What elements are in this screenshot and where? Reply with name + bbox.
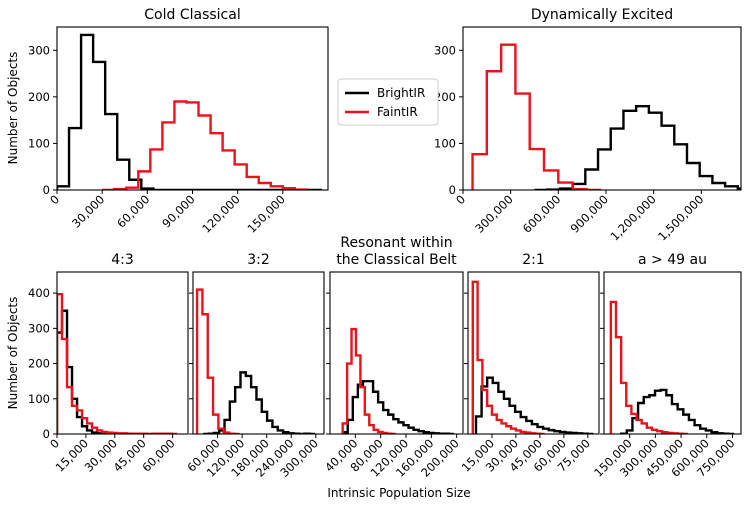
- x-axis-label: Intrinsic Population Size: [327, 486, 470, 500]
- x-tick-label: 60,000: [139, 436, 177, 474]
- series-brightir-classical: [341, 379, 455, 434]
- series-brightir-r21: [474, 376, 594, 434]
- y-tick-label: 200: [28, 90, 50, 104]
- axes-frame-r32: [192, 271, 325, 435]
- y-tick-label: 0: [43, 183, 50, 197]
- x-tick-label: 60,000: [114, 192, 152, 230]
- x-tick-label: 1,500,000: [655, 192, 706, 243]
- y-tick-label: 200: [434, 90, 456, 104]
- panel-title: Dynamically Excited: [531, 7, 673, 23]
- y-tick-label: 100: [434, 136, 456, 150]
- series-brightir-a49: [619, 388, 735, 434]
- axes-frame-r21: [467, 271, 600, 435]
- y-axis-label: Number of Objects: [6, 297, 20, 410]
- x-tick-label: 1,200,000: [607, 192, 658, 243]
- panel-title: Resonant within: [340, 235, 452, 251]
- panel-title: 4:3: [111, 252, 134, 268]
- series-faintir-r43: [57, 292, 178, 434]
- x-tick-label: 900,000: [568, 192, 612, 236]
- series-faintir-r21: [471, 280, 545, 434]
- axes-frame-r43: [56, 271, 189, 435]
- y-tick-label: 300: [434, 43, 456, 57]
- legend-label-faintir: FaintIR: [377, 105, 418, 119]
- panel-title: the Classical Belt: [336, 252, 457, 268]
- panel-title: 3:2: [247, 252, 270, 268]
- y-tick-label: 300: [28, 321, 50, 335]
- y-tick-label: 300: [28, 43, 50, 57]
- panel-title: 2:1: [522, 252, 545, 268]
- axes-frame-cold: [56, 26, 329, 191]
- panel-r43: 015,00030,00045,00060,00001002003004004:…: [28, 252, 189, 475]
- legend-label-brightir: BrightIR: [377, 86, 425, 100]
- legend-box: [337, 78, 439, 126]
- series-faintir-cold: [102, 100, 309, 190]
- panel-excited: 0 300,000 600,000 900,0001,200,0001,500,000…: [434, 7, 742, 244]
- series-faintir-r32: [195, 288, 240, 434]
- series-brightir-r32: [203, 371, 315, 434]
- legend: BrightIR FaintIR: [337, 78, 439, 126]
- y-tick-label: 400: [28, 286, 50, 300]
- axes-frame-excited: [462, 26, 742, 191]
- series-faintir-excited: [471, 43, 602, 190]
- x-tick-label: 600,000: [520, 192, 564, 236]
- panel-title: Cold Classical: [144, 7, 240, 23]
- x-tick-label: 300,000: [472, 192, 516, 236]
- series-faintir-classical: [341, 327, 396, 434]
- axes-frame-a49: [603, 271, 742, 435]
- y-tick-label: 100: [28, 136, 50, 150]
- series-brightir-excited: [534, 104, 741, 190]
- x-tick-label: 30,000: [69, 192, 107, 230]
- series-brightir-r43: [57, 309, 113, 434]
- y-tick-label: 100: [28, 392, 50, 406]
- panel-cold: 0 30,000 60,000 90,000 120,000 150,0000100200…: [28, 7, 329, 236]
- x-tick-label: 120,000: [199, 192, 243, 236]
- y-tick-label: 200: [28, 357, 50, 371]
- y-tick-label: 0: [43, 427, 50, 441]
- y-tick-label: 0: [449, 183, 456, 197]
- panel-classical: 40,00080,000120,000160,000200,000Resonan…: [322, 235, 464, 480]
- x-tick-label: 90,000: [159, 192, 197, 230]
- x-tick-label: 150,000: [244, 192, 288, 236]
- panel-title: a > 49 au: [638, 252, 707, 268]
- y-axis-label: Number of Objects: [6, 52, 20, 165]
- series-faintir-a49: [609, 300, 688, 434]
- axes-frame-classical: [329, 271, 464, 435]
- series-brightir-cold: [57, 33, 322, 190]
